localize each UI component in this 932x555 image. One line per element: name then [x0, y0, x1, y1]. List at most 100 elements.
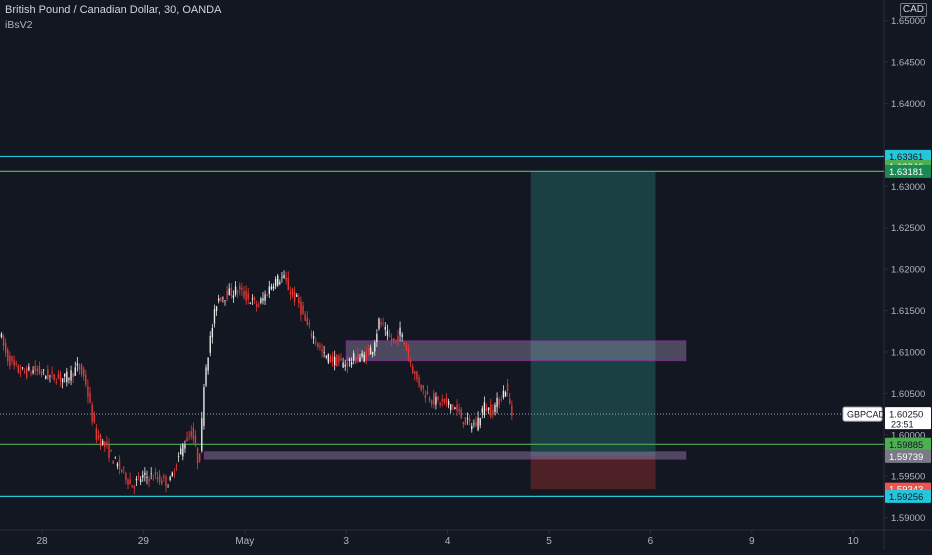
candle-body	[154, 472, 157, 475]
candle-body	[325, 355, 327, 358]
candle-body	[186, 437, 188, 442]
candle-body	[346, 362, 349, 367]
candle-body	[42, 369, 45, 371]
price-tick-label: 1.59000	[891, 513, 925, 524]
time-tick-label: 9	[749, 536, 755, 547]
candle-body	[64, 373, 66, 377]
candle-body	[245, 290, 247, 301]
candle-body	[47, 369, 49, 380]
candle-body	[127, 479, 129, 485]
candle-body	[192, 427, 195, 440]
candle-body	[312, 336, 315, 339]
candle-body	[435, 396, 437, 405]
position-stop-zone[interactable]	[530, 456, 656, 490]
candle-body	[367, 349, 370, 351]
candle-body	[350, 361, 353, 366]
candle-body	[454, 407, 456, 410]
candle-body	[156, 477, 159, 480]
candle-body	[382, 323, 384, 324]
price-tick-label: 1.62000	[891, 265, 925, 276]
price-tick-label: 1.60000	[891, 430, 925, 441]
candle-body	[323, 352, 325, 354]
price-label-badge	[885, 489, 931, 503]
zone-rect[interactable]	[203, 451, 687, 460]
price-tick-label: 1.60500	[891, 389, 925, 400]
price-label-text: 1.59256	[889, 492, 923, 503]
candle-body	[36, 368, 38, 372]
candle-body	[300, 301, 302, 315]
candle-body	[38, 366, 41, 374]
indicator-label[interactable]: iBsV2	[5, 19, 33, 31]
candle-body	[247, 293, 249, 299]
candle-body	[51, 372, 53, 374]
candle-body	[357, 354, 359, 360]
candle-body	[266, 294, 268, 296]
time-tick-label: May	[235, 536, 254, 547]
candle-body	[236, 291, 239, 293]
candle-body	[207, 357, 209, 371]
candle-body	[68, 378, 70, 380]
candle-body	[500, 399, 503, 401]
candle-body	[386, 330, 389, 336]
time-tick-label: 29	[138, 536, 150, 547]
candle-body	[129, 479, 131, 485]
candle-body	[152, 479, 154, 481]
candle-body	[433, 393, 435, 405]
candle-body	[80, 364, 83, 375]
current-price-text: 1.60250	[889, 410, 923, 421]
candle-body	[7, 349, 9, 362]
candle-body	[310, 333, 313, 337]
candle-body	[108, 443, 110, 458]
candle-body	[277, 275, 279, 286]
candle-body	[268, 286, 270, 294]
candle-body	[270, 286, 273, 290]
candle-body	[477, 417, 479, 430]
candle-body	[198, 453, 201, 462]
candle-body	[359, 357, 361, 362]
candle-body	[91, 404, 93, 422]
zone-rect[interactable]	[345, 340, 687, 362]
current-price-badge	[885, 407, 931, 430]
candle-body	[255, 304, 258, 307]
candle-body	[416, 371, 418, 380]
candle-body	[481, 408, 484, 413]
candle-body	[274, 278, 277, 287]
candle-body	[82, 368, 85, 377]
candle-body	[490, 404, 492, 417]
time-tick-label: 5	[546, 536, 552, 547]
price-tick-label: 1.59500	[891, 472, 925, 483]
candle-body	[369, 347, 372, 355]
symbol-tag[interactable]	[842, 406, 883, 422]
candle-body	[251, 298, 254, 300]
candle-body	[443, 398, 446, 403]
candle-body	[371, 351, 374, 355]
price-tick-label: 1.64500	[891, 58, 925, 69]
candle-body	[167, 486, 169, 488]
position-target-zone[interactable]	[530, 171, 656, 457]
candle-body	[340, 358, 342, 361]
candle-body	[509, 398, 511, 404]
candle-body	[118, 459, 121, 470]
candle-body	[89, 393, 91, 403]
currency-label[interactable]: CAD	[899, 3, 927, 17]
candle-body	[106, 442, 108, 445]
candle-body	[232, 295, 235, 298]
chart-title[interactable]: British Pound / Canadian Dollar, 30, OAN…	[5, 4, 222, 16]
candle-body	[230, 287, 233, 296]
candle-body	[220, 297, 222, 302]
candle-body	[125, 473, 127, 481]
candle-body	[378, 318, 380, 329]
candle-body	[23, 371, 26, 373]
candle-body	[11, 356, 13, 362]
candle-body	[163, 475, 165, 478]
candle-body	[226, 290, 228, 300]
candle-body	[412, 366, 414, 374]
candle-body	[224, 300, 226, 301]
candle-body	[215, 306, 218, 312]
candle-body	[431, 400, 433, 405]
candle-body	[395, 339, 397, 341]
candle-body	[137, 476, 140, 478]
candle-body	[462, 421, 465, 424]
